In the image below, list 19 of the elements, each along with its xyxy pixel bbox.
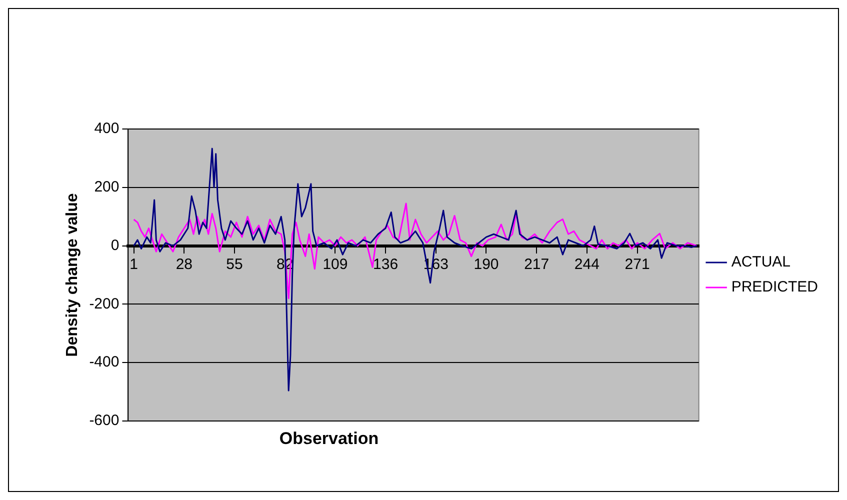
y-tick-label: -600 bbox=[89, 412, 120, 430]
x-tick-label: 190 bbox=[474, 256, 499, 273]
y-tick-label: 200 bbox=[94, 178, 120, 196]
legend-label: PREDICTED bbox=[731, 278, 818, 296]
x-tick-label: 136 bbox=[373, 256, 398, 273]
x-axis-title: Observation bbox=[278, 429, 380, 449]
x-tick-label: 271 bbox=[624, 256, 650, 273]
y-tick-label: -400 bbox=[89, 354, 120, 371]
y-axis-title: Density change value bbox=[64, 193, 82, 357]
x-tick-label: 28 bbox=[176, 256, 193, 273]
x-tick-label: 109 bbox=[322, 256, 348, 273]
x-tick-label: 55 bbox=[226, 256, 243, 273]
x-tick-label: 244 bbox=[574, 256, 600, 273]
y-tick-label: 400 bbox=[94, 120, 120, 138]
legend-label: ACTUAL bbox=[731, 254, 791, 271]
y-tick-label: -200 bbox=[89, 295, 120, 312]
y-tick-label: 0 bbox=[110, 236, 120, 254]
x-tick-label: 217 bbox=[524, 256, 550, 273]
x-tick-label: 1 bbox=[130, 256, 138, 273]
